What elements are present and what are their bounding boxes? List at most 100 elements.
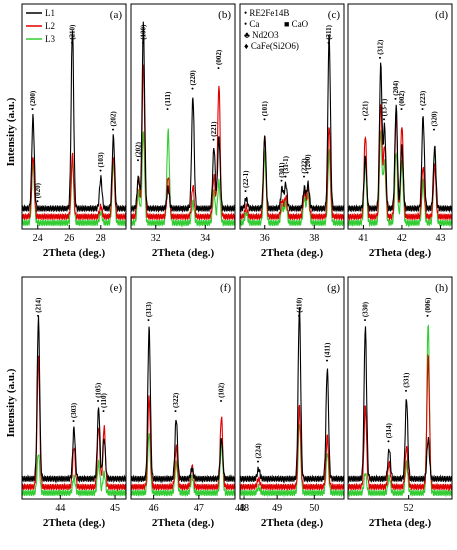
- x-tick-label: 45: [110, 503, 120, 514]
- peak-label: • (006): [424, 297, 432, 317]
- peak-label: • (210): [68, 24, 76, 44]
- series-l2-line: [131, 395, 235, 492]
- x-tick-label: 36: [260, 233, 270, 244]
- peak-label: • (110): [100, 393, 108, 413]
- peak-label: • (105): [95, 382, 103, 402]
- legend-label-l1: L1: [45, 8, 55, 18]
- peak-label: • (320): [431, 111, 439, 131]
- peak-label: • (202): [109, 111, 117, 131]
- peak-label: • (111): [164, 91, 172, 110]
- phase-legend-item: ■ CaO: [284, 19, 309, 29]
- series-l1-line: [22, 30, 126, 214]
- series-l1-line: [348, 326, 452, 484]
- peak-label: • (411): [323, 342, 331, 362]
- peak-label: • (002): [215, 49, 223, 69]
- peak-label: • (22-1): [242, 170, 250, 192]
- x-tick-label: 50: [309, 503, 319, 514]
- series-l1-line: [348, 62, 452, 213]
- panel-2: • (22-1)• (101)• (301)• (31-1) • (222)• (…: [239, 3, 345, 259]
- peak-label: • (301): [278, 162, 286, 182]
- panel-1: • (202) • (100) • (111) • (220) • (221) • (00…: [130, 3, 236, 259]
- x-tick-label: 52: [404, 503, 414, 514]
- panel-letter: (g): [327, 282, 340, 294]
- panel-7: • (330) • (314) • (331) • (006) 52 (h) 2Theta …: [347, 276, 453, 529]
- peak-label: • (101): [261, 100, 269, 120]
- series-l1-line: [22, 316, 126, 484]
- peak-label: • (100): [139, 24, 147, 44]
- x-tick-label: 42: [397, 233, 407, 244]
- peak-label: • (020): [34, 182, 42, 202]
- panel-letter: (b): [218, 9, 231, 21]
- series-l3-line: [22, 454, 126, 498]
- x-tick-label: 44: [55, 503, 65, 514]
- peak-label: • (221): [210, 121, 218, 141]
- y-axis-label-bottom: Intensity (a.u.): [5, 368, 17, 437]
- phase-legend-item: • RE2Fe14B: [244, 8, 289, 18]
- x-tick-label: 28: [96, 233, 106, 244]
- x-tick-label: 38: [309, 233, 319, 244]
- panel-frame: [21, 276, 127, 500]
- x-axis-title: 2Theta (deg.): [369, 247, 432, 259]
- peak-label: • (002): [398, 90, 406, 110]
- peak-label: • (410): [295, 297, 303, 317]
- series-l2-line: [131, 64, 235, 222]
- peak-label: • (200): [304, 154, 312, 174]
- series-l2-line: [22, 152, 126, 222]
- series-l1-line: [240, 307, 344, 484]
- x-axis-title: 2Theta (deg.): [261, 247, 324, 259]
- peak-label: • (102): [217, 382, 225, 402]
- peak-label: • (303): [70, 402, 78, 422]
- series-l2-line: [240, 127, 344, 222]
- panel-3: • (221) • (312) • (13-1)• (204)• (002) • (2…: [347, 3, 453, 259]
- series-l2-line: [240, 404, 344, 492]
- phase-legend-item: ♣ Nd2O3: [244, 30, 279, 40]
- panel-0: • (200) • (020) • (210) • (103) • (202) 24 26 2…: [21, 3, 127, 259]
- panel-letter: (h): [435, 282, 448, 294]
- x-tick-label: 49: [272, 503, 282, 514]
- x-tick-label: 48: [235, 503, 245, 514]
- peak-label: • (221): [361, 100, 369, 120]
- x-tick-label: 48: [239, 503, 249, 514]
- peak-label: • (222): [300, 158, 308, 178]
- peak-label: • (224): [255, 443, 263, 463]
- phase-legend-item: • Ca: [244, 19, 259, 29]
- peak-label: • (200): [29, 90, 37, 110]
- peak-label: • (202): [134, 141, 142, 161]
- peak-label: • (220): [189, 70, 197, 90]
- panels-group: • (200) • (020) • (210) • (103) • (202) 24 26 2…: [21, 3, 453, 529]
- x-axis-title: 2Theta (deg.): [369, 517, 432, 529]
- x-axis-title: 2Theta (deg.): [43, 247, 106, 259]
- peak-label: • (13-1): [381, 98, 389, 120]
- peak-label: • (314): [385, 422, 393, 442]
- x-tick-label: 24: [33, 233, 43, 244]
- legend-label-l2: L2: [45, 21, 55, 31]
- panel-frame: [21, 3, 127, 230]
- panel-5: • (313) • (322) • (102) 46 47 48 (f) 2Theta (de…: [130, 276, 249, 529]
- x-tick-label: 26: [64, 233, 74, 244]
- series-l3-line: [240, 423, 344, 498]
- panel-letter: (d): [435, 9, 448, 21]
- peak-label: • (331): [403, 372, 411, 392]
- x-tick-label: 46: [149, 503, 159, 514]
- x-tick-label: 32: [151, 233, 161, 244]
- panel-frame: [239, 3, 345, 230]
- x-tick-label: 41: [358, 233, 368, 244]
- x-tick-label: 43: [435, 233, 445, 244]
- peak-label: • (322): [172, 392, 180, 412]
- peak-label: • (214): [34, 297, 42, 317]
- x-axis-title: 2Theta (deg.): [152, 247, 215, 259]
- peak-label: • (204): [392, 80, 400, 100]
- series-l3-line: [240, 149, 344, 227]
- series-l1-line: [240, 34, 344, 213]
- peak-label: • (330): [361, 301, 369, 321]
- panel-frame: [347, 3, 453, 230]
- peak-label: • (313): [145, 301, 153, 321]
- series-l1-line: [131, 326, 235, 484]
- panel-frame: [239, 276, 345, 500]
- panel-letter: (a): [110, 9, 123, 21]
- x-axis-title: 2Theta (deg.): [152, 517, 215, 529]
- peak-label: • (103): [97, 152, 105, 172]
- panel-letter: (f): [220, 282, 231, 294]
- peak-label: • (311): [325, 24, 333, 44]
